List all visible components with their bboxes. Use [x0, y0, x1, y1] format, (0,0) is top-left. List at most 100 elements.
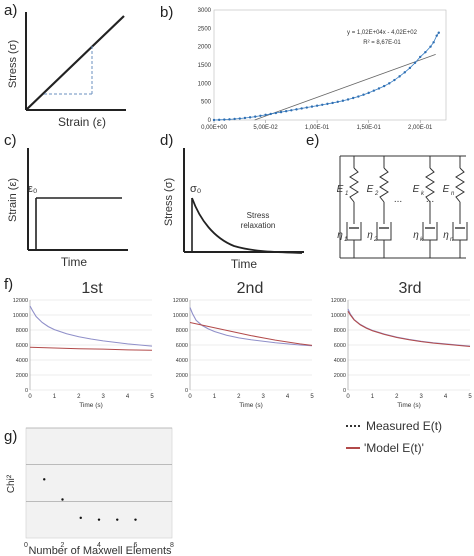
panel-label-d: d) — [160, 132, 174, 149]
panel-f-ytick-label: 8000 — [176, 328, 188, 334]
panel-f-ytick-label: 4000 — [16, 358, 28, 364]
measured-series-line — [29, 305, 153, 347]
panel-b-trendline — [254, 53, 436, 121]
panel-b-data-point — [305, 106, 308, 109]
panel-e-ellipsis-right: ... — [426, 194, 434, 205]
model-series-line — [347, 310, 471, 348]
panel-b-chart: y = 1,02E+04x - 4,02E+02 R² = 8,67E-01 0… — [198, 8, 447, 131]
panel-label-e: e) — [306, 132, 320, 149]
panel-label-f: f) — [4, 276, 14, 293]
panel-e-spring — [349, 167, 359, 203]
panel-b-data-point — [284, 110, 288, 113]
panel-f-ytick-label: 10000 — [13, 313, 28, 319]
panel-e-dashpot-label: η — [367, 230, 373, 241]
panel-g-data-point — [43, 478, 46, 481]
panel-b-data-point — [435, 34, 438, 37]
panel-f-xtick-label: 1 — [213, 394, 217, 400]
measured-series-line — [189, 307, 313, 347]
panel-c-level: ε₀ — [28, 183, 37, 195]
panel-f-xtick-label: 5 — [310, 394, 314, 400]
panel-b-data-point — [398, 75, 401, 78]
model-series-line — [189, 321, 313, 346]
panel-e-spring-label: E — [337, 184, 344, 195]
panel-c-diagram: ε₀ Strain (ε) Time — [7, 148, 128, 269]
panel-f-ytick-label: 10000 — [331, 313, 346, 319]
panel-f-chart-2nd: 0 2000 4000 6000 8000 10000 12000 0 1 2 3 4 5 Time (s… — [173, 298, 315, 409]
panel-e-spring — [455, 167, 465, 203]
panel-d-level: σ₀ — [190, 183, 201, 195]
panel-f-ytick-label: 8000 — [334, 328, 346, 334]
panel-b-equation: y = 1,02E+04x - 4,02E+02 — [347, 30, 418, 36]
panel-b-data-point — [372, 89, 376, 92]
panel-b-data-point — [357, 95, 360, 98]
panel-f-xtick-label: 0 — [188, 394, 192, 400]
panel-f-title-3rd: 3rd — [398, 280, 421, 297]
panel-b-data-point — [429, 45, 432, 48]
panel-g-xtick-label: 4 — [97, 542, 101, 549]
panel-f-xtick-label: 4 — [444, 394, 448, 400]
panel-b-data-point — [254, 115, 257, 118]
panel-f-xtick-label: 3 — [102, 394, 106, 400]
panel-e-dashpot-subscript: 1 — [344, 237, 347, 243]
panel-b-data-point — [315, 104, 319, 107]
panel-f-ytick-label: 0 — [25, 388, 28, 394]
panel-g-data-point — [79, 516, 82, 520]
panel-f-ytick-label: 2000 — [16, 373, 28, 379]
panel-e-dashpot-label: η — [443, 230, 449, 241]
panel-b-data-point — [362, 93, 365, 96]
panel-b-xtick-label: 1,00E-01 — [305, 125, 330, 131]
panel-b-data-point — [331, 101, 334, 105]
panel-b-data-point — [352, 96, 355, 100]
panel-f-xtick-label: 2 — [237, 394, 241, 400]
panel-d-xlabel: Time — [231, 257, 258, 271]
panel-d-diagram: σ₀ Stress relaxation Stress (σ) Time — [163, 148, 304, 271]
panel-b-xtick-label: 0,00E+00 — [201, 125, 228, 131]
panel-b-ytick-label: 0 — [208, 118, 212, 124]
panel-e-dashpot-cup — [346, 222, 362, 241]
panel-e-spring-label: E — [443, 184, 450, 195]
panel-f-xtick-label: 0 — [346, 394, 350, 400]
panel-e-dashpot-subscript: k — [420, 237, 424, 243]
panel-f-ytick-label: 12000 — [173, 298, 188, 304]
panel-f-ytick-label: 12000 — [331, 298, 346, 304]
panel-g-data-point — [97, 518, 101, 521]
legend-measured-label: Measured E(t) — [366, 419, 442, 433]
panel-c-xlabel: Time — [61, 255, 88, 269]
panel-b-xtick-label: 5,00E-02 — [253, 125, 278, 131]
panel-f-xlabel: Time (s) — [239, 402, 263, 409]
panel-b-r-squared: R² = 8,67E-01 — [363, 40, 401, 46]
panel-b-xtick-label: 1,50E-01 — [356, 125, 381, 131]
panel-e-spring — [425, 167, 435, 203]
panel-g-xtick-label: 8 — [170, 542, 174, 549]
panel-b-data-point — [419, 55, 422, 59]
panel-label-a: a) — [4, 2, 18, 19]
panel-b-data-point — [223, 118, 226, 121]
panel-b-data-point — [408, 66, 412, 70]
panel-b-data-point — [432, 41, 435, 44]
panel-g-data-point — [61, 498, 64, 501]
panel-b-data-point — [382, 84, 386, 88]
panel-g-xtick-label: 2 — [61, 542, 65, 549]
panel-d-annotation-line1: Stress — [247, 211, 270, 220]
panel-label-b: b) — [160, 4, 174, 21]
panel-f-xtick-label: 4 — [126, 394, 130, 400]
panel-label-c: c) — [4, 132, 17, 149]
panel-f-xtick-label: 5 — [150, 394, 154, 400]
panel-b-data-point — [233, 117, 236, 121]
panel-d-annotation-line2: relaxation — [241, 221, 276, 230]
panel-b-data-point — [321, 103, 324, 106]
panel-b-data-point — [341, 99, 345, 102]
panel-f-title-1st: 1st — [81, 280, 103, 297]
panel-e-dashpot-label: η — [413, 230, 419, 241]
panel-e-spring-label: E — [367, 184, 374, 195]
panel-f-ytick-label: 4000 — [334, 358, 346, 364]
panel-b-data-point — [264, 113, 267, 117]
panel-a-xlabel: Strain (ε) — [58, 115, 106, 129]
panel-b-data-point — [212, 118, 216, 122]
panel-b-data-point — [437, 31, 440, 34]
panel-f-title-2nd: 2nd — [237, 280, 264, 297]
panel-e-spring-subscript: n — [451, 191, 455, 197]
panel-e-dashpot-cup — [452, 222, 468, 241]
panel-f-ytick-label: 2000 — [176, 373, 188, 379]
panel-f-titles: 1st 2nd 3rd — [81, 280, 421, 297]
